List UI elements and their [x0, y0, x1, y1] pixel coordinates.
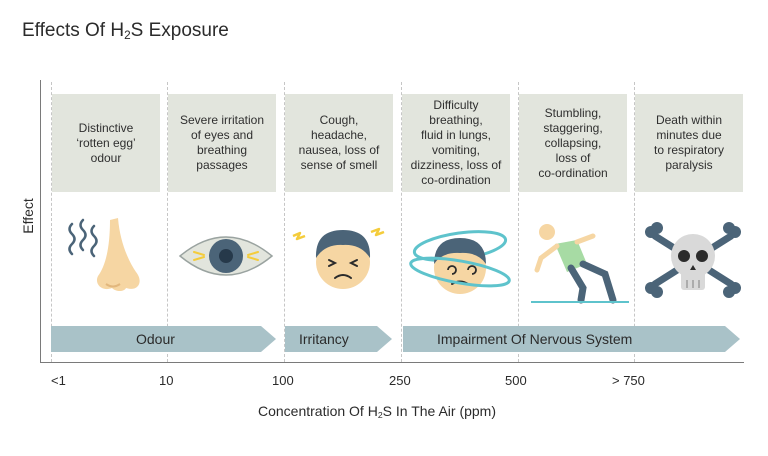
effect-text: Difficulty breathing, fluid in lungs, vo… — [410, 98, 502, 187]
x-tick-label: 250 — [389, 373, 411, 388]
effect-text: Stumbling, staggering, collapsing, loss … — [538, 105, 608, 180]
effect-text: Cough, headache, nausea, loss of sense o… — [298, 113, 380, 172]
diagram-title: Effects Of H2S Exposure — [22, 20, 229, 42]
category-arrow-irritancy: Irritancy — [285, 326, 392, 352]
falling-person-icon — [519, 212, 635, 308]
x-tick-label: 100 — [272, 373, 294, 388]
category-label: Odour — [136, 331, 175, 347]
effect-text: Severe irritation of eyes and breathing … — [179, 113, 265, 172]
x-tick-label: > 750 — [612, 373, 645, 388]
dizzy-face-icon — [402, 212, 518, 308]
effect-text: Death within minutes due to respiratory … — [653, 113, 725, 172]
x-axis-line — [40, 362, 744, 363]
gridline — [167, 82, 168, 362]
effect-box-lt1: Distinctive ‘rotten egg’ odour — [52, 94, 160, 192]
category-label: Irritancy — [299, 331, 349, 347]
effect-text: Distinctive ‘rotten egg’ odour — [76, 120, 136, 165]
nose-icon — [52, 212, 168, 308]
x-tick-label: <1 — [51, 373, 66, 388]
effect-box-500: Stumbling, staggering, collapsing, loss … — [519, 94, 627, 192]
eye-icon — [168, 212, 284, 308]
x-axis-label: Concentration Of H2S In The Air (ppm) — [257, 403, 497, 421]
effect-box-100: Cough, headache, nausea, loss of sense o… — [285, 94, 393, 192]
category-arrow-odour: Odour — [51, 326, 276, 352]
gridline — [51, 82, 52, 362]
skull-crossbones-icon — [635, 212, 751, 308]
effect-box-250: Difficulty breathing, fluid in lungs, vo… — [402, 94, 510, 192]
gridline — [518, 82, 519, 362]
irritated-face-icon — [285, 212, 401, 308]
y-axis-line — [40, 80, 41, 363]
gridline — [401, 82, 402, 362]
x-tick-label: 500 — [505, 373, 527, 388]
category-label: Impairment Of Nervous System — [437, 331, 633, 347]
gridline — [634, 82, 635, 362]
category-arrow-nervous-system: Impairment Of Nervous System — [403, 326, 740, 352]
gridline — [284, 82, 285, 362]
y-axis-label: Effect — [20, 198, 36, 234]
effect-box-750: Death within minutes due to respiratory … — [635, 94, 743, 192]
effect-box-10: Severe irritation of eyes and breathing … — [168, 94, 276, 192]
x-tick-label: 10 — [159, 373, 174, 388]
